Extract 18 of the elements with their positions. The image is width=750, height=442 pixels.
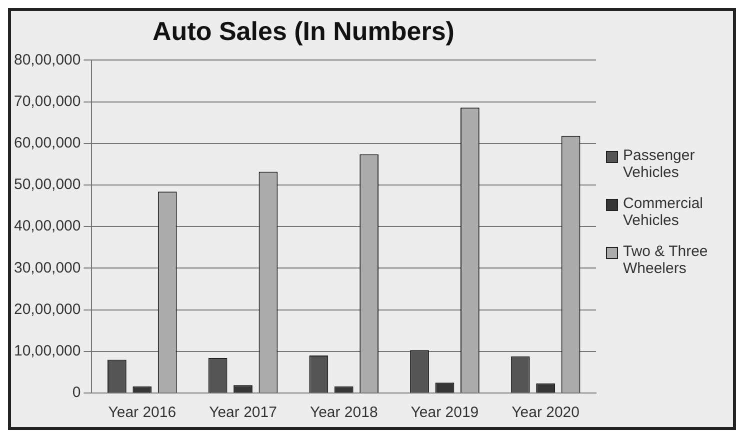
x-tick-label: Year 2019 (410, 404, 479, 422)
x-tick-label: Year 2016 (108, 404, 176, 422)
y-tick-label: 50,00,000 (14, 176, 81, 194)
chart-title: Auto Sales (In Numbers) (152, 16, 454, 46)
y-tick-label: 60,00,000 (14, 134, 81, 152)
legend-label: Two & Three Wheelers (623, 243, 709, 277)
x-tick-label: Year 2018 (310, 404, 378, 422)
legend-label: Passenger Vehicles (623, 147, 696, 181)
y-tick-label: 30,00,000 (14, 259, 81, 276)
x-tick-label: Year 2017 (209, 404, 277, 422)
y-tick-label: 10,00,000 (14, 342, 81, 360)
y-tick-label: 80,00,000 (14, 51, 81, 68)
y-tick-label: 40,00,000 (14, 218, 81, 235)
y-tick-label: 20,00,000 (14, 300, 81, 318)
legend-label: Commercial Vehicles (623, 195, 704, 229)
y-tick-label: 70,00,000 (14, 92, 81, 110)
x-tick-label: Year 2020 (512, 404, 580, 422)
y-tick-label: 0 (72, 384, 81, 402)
